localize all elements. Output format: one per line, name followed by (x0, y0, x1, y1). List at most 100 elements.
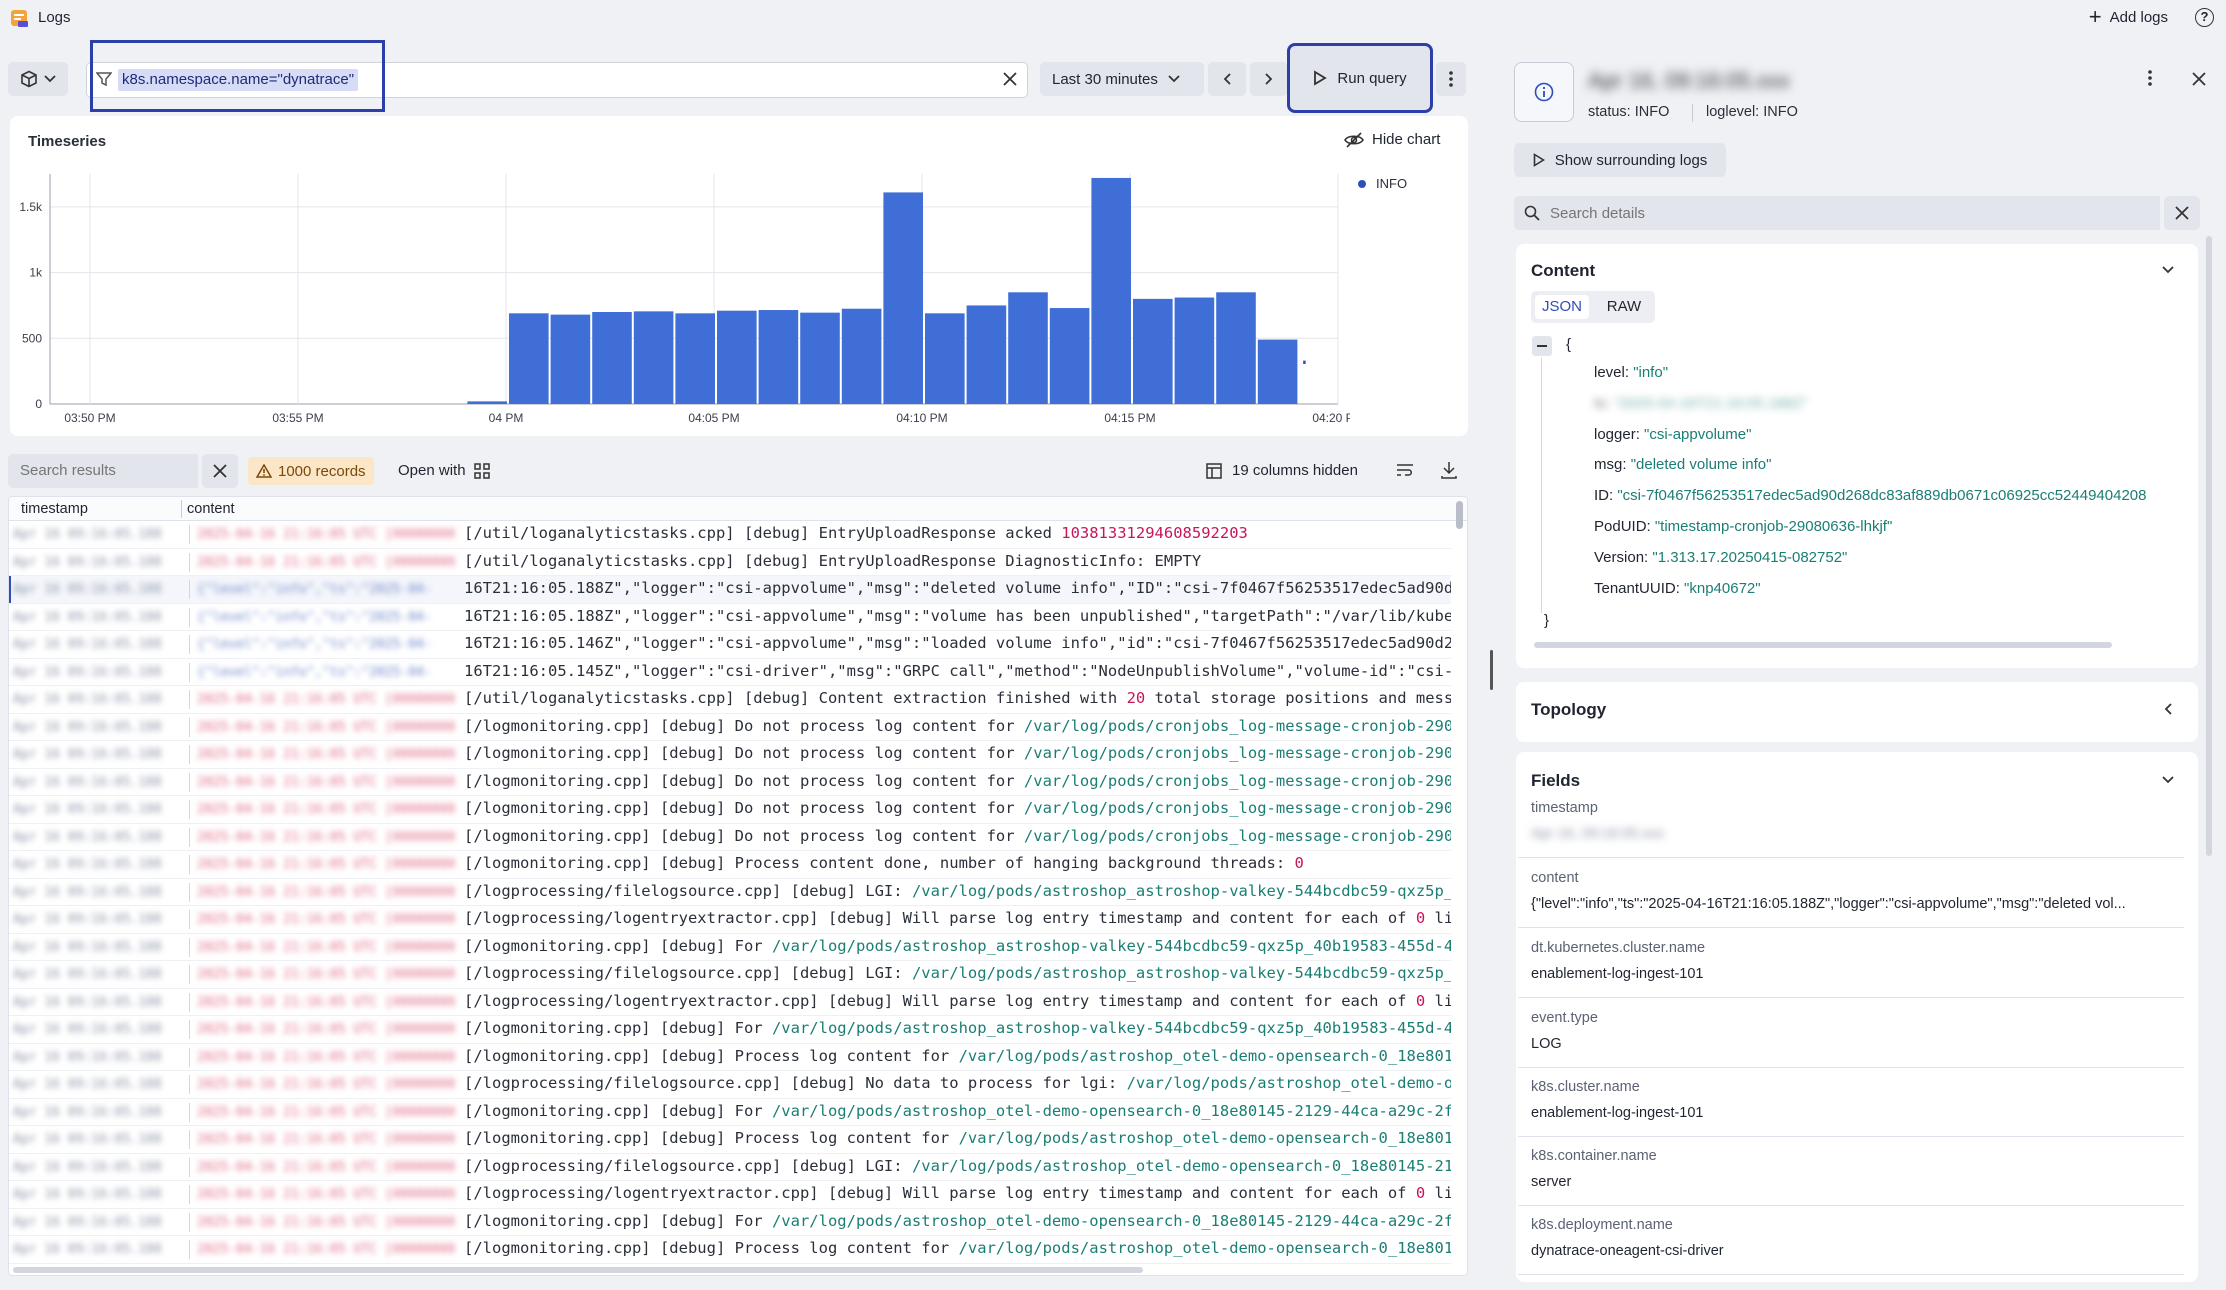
run-query-button[interactable]: Run query (1287, 43, 1433, 113)
show-surrounding-logs-button[interactable]: Show surrounding logs (1514, 143, 1726, 177)
open-with-button[interactable]: Open with (398, 462, 490, 479)
clear-search-button[interactable] (202, 454, 238, 488)
pane-resize-handle[interactable] (1490, 650, 1493, 690)
search-details-field[interactable] (1550, 198, 2110, 228)
json-horizontal-scrollbar[interactable] (1534, 642, 2112, 648)
search-details-input[interactable] (1514, 196, 2160, 230)
chevron-left-icon[interactable] (2164, 703, 2172, 715)
row-content-text: [/logmonitoring.cpp] [debug] Process con… (464, 854, 1295, 872)
column-header-timestamp[interactable]: timestamp (21, 501, 88, 517)
detail-scrollbar[interactable] (2206, 236, 2212, 856)
table-row[interactable]: Apr 16 09:16:05.188 2025-04-16 21:16:05 U… (9, 1071, 1451, 1099)
table-row[interactable]: Apr 16 09:16:05.188 2025-04-16 21:16:05 U… (9, 686, 1451, 714)
chart-bar[interactable] (841, 308, 882, 404)
table-row[interactable]: Apr 16 09:16:05.188 2025-04-16 21:16:05 U… (9, 1154, 1451, 1181)
json-value[interactable]: "info" (1633, 364, 1669, 381)
timeframe-selector[interactable]: Last 30 minutes (1040, 62, 1204, 96)
chart-bar[interactable] (883, 192, 923, 404)
detail-more-icon[interactable] (2148, 70, 2152, 86)
table-row[interactable]: Apr 16 09:16:05.188 {"level":"info","ts":… (9, 631, 1451, 659)
json-value[interactable]: "csi-appvolume" (1644, 425, 1752, 443)
table-row[interactable]: Apr 16 09:16:05.188 2025-04-16 21:16:05 U… (9, 1181, 1451, 1209)
table-row[interactable]: Apr 16 09:16:05.188 2025-04-16 21:16:05 U… (9, 989, 1451, 1016)
chart-bar[interactable] (1091, 177, 1131, 404)
clear-details-search-button[interactable] (2164, 196, 2200, 230)
row-content: [/logmonitoring.cpp] [debug] Do not proc… (464, 717, 1451, 735)
next-timeframe-button[interactable] (1250, 62, 1288, 96)
table-row[interactable]: Apr 16 09:16:05.188 2025-04-16 21:16:05 U… (9, 906, 1451, 934)
json-line: msg: "deleted volume info" (1594, 456, 1771, 473)
chart-bar[interactable] (966, 305, 1007, 404)
json-collapse-button[interactable] (1532, 336, 1552, 356)
close-detail-icon[interactable] (2192, 72, 2206, 86)
table-row[interactable]: Apr 16 09:16:05.188 2025-04-16 21:16:05 U… (9, 1099, 1451, 1126)
table-row[interactable]: Apr 16 09:16:05.188 2025-04-16 21:16:05 U… (9, 934, 1451, 961)
table-row[interactable]: Apr 16 09:16:05.188 {"level":"info","ts":… (9, 659, 1451, 686)
topology-title[interactable]: Topology (1531, 700, 1607, 719)
more-options-button[interactable] (1436, 62, 1466, 96)
chart-bar[interactable] (1257, 339, 1298, 404)
chart-bar[interactable] (633, 311, 674, 404)
chart-bar[interactable] (800, 312, 840, 404)
chart-bar[interactable] (675, 313, 715, 404)
column-header-content[interactable]: content (187, 501, 235, 517)
table-row[interactable]: Apr 16 09:16:05.188 {"level":"info","ts":… (9, 576, 1451, 604)
help-icon[interactable]: ? (2195, 8, 2214, 27)
vertical-scrollbar[interactable] (1456, 501, 1463, 529)
chart-bar[interactable] (592, 312, 632, 404)
table-row[interactable]: Apr 16 09:16:05.188 2025-04-16 21:16:05 U… (9, 714, 1451, 741)
chart-bar[interactable] (717, 310, 757, 404)
table-row[interactable]: Apr 16 09:16:05.188 {"level":"info","ts":… (9, 604, 1451, 631)
json-value[interactable]: "knp40672" (1684, 579, 1761, 597)
json-value[interactable]: "deleted volume info" (1630, 456, 1772, 474)
table-row[interactable]: Apr 16 09:16:05.188 2025-04-16 21:16:05 U… (9, 824, 1451, 851)
add-logs-button[interactable]: + Add logs (2089, 6, 2168, 28)
hide-chart-button[interactable]: Hide chart (1344, 131, 1440, 148)
search-results-field[interactable] (8, 454, 188, 486)
previous-timeframe-button[interactable] (1208, 62, 1246, 96)
json-value[interactable]: "csi-7f0467f56253517edec5ad90d268dc83af8… (1617, 487, 2147, 505)
json-value[interactable]: "timestamp-cronjob-29080636-lhkjf" (1654, 518, 1893, 535)
chevron-down-icon[interactable] (2162, 776, 2174, 784)
table-row[interactable]: Apr 16 09:16:05.188 2025-04-16 21:16:05 U… (9, 1236, 1451, 1264)
chart-bar[interactable] (1216, 292, 1256, 404)
search-results-input[interactable] (8, 454, 198, 488)
table-row[interactable]: Apr 16 09:16:05.188 2025-04-16 21:16:05 U… (9, 1044, 1451, 1071)
line-wrap-icon[interactable] (1396, 462, 1414, 478)
table-row[interactable]: Apr 16 09:16:05.188 2025-04-16 21:16:05 U… (9, 851, 1451, 879)
table-row[interactable]: Apr 16 09:16:05.188 2025-04-16 21:16:05 U… (9, 741, 1451, 769)
clear-query-icon[interactable] (1002, 71, 1018, 87)
table-row[interactable]: Apr 16 09:16:05.188 2025-04-16 21:16:05 U… (9, 1126, 1451, 1154)
hidden-columns-button[interactable]: 19 columns hidden (1206, 462, 1358, 479)
chart-bar[interactable] (467, 401, 507, 404)
table-row[interactable]: Apr 16 09:16:05.188 2025-04-16 21:16:05 U… (9, 549, 1451, 576)
tab-raw[interactable]: RAW (1606, 298, 1642, 315)
chart-bar[interactable] (1174, 297, 1215, 404)
table-row[interactable]: Apr 16 09:16:05.188 2025-04-16 21:16:05 U… (9, 961, 1451, 989)
table-row[interactable]: Apr 16 09:16:05.188 2025-04-16 21:16:05 U… (9, 1016, 1451, 1044)
chart-bar[interactable] (509, 313, 549, 404)
query-text[interactable]: k8s.namespace.name="dynatrace" (118, 69, 359, 91)
json-value[interactable]: "2025-04-16T21:16:05.188Z" (1614, 394, 1808, 412)
tab-json[interactable]: JSON (1535, 295, 1589, 319)
chart-bar[interactable] (1133, 298, 1173, 404)
json-line: PodUID: "timestamp-cronjob-29080636-lhkj… (1594, 518, 1892, 535)
chart-bar[interactable] (550, 314, 591, 404)
horizontal-scrollbar[interactable] (13, 1267, 1143, 1273)
json-value[interactable]: "1.313.17.20250415-082752" (1652, 548, 1848, 566)
data-source-picker[interactable] (8, 62, 68, 96)
chart-bar[interactable] (758, 310, 799, 404)
row-redacted-prefix: 2025-04-16 21:16:05 UTC [00000000] (197, 1159, 455, 1174)
chevron-down-icon[interactable] (2162, 266, 2174, 274)
table-row[interactable]: Apr 16 09:16:05.188 2025-04-16 21:16:05 U… (9, 769, 1451, 796)
table-row[interactable]: Apr 16 09:16:05.188 2025-04-16 21:16:05 U… (9, 879, 1451, 906)
table-row[interactable]: Apr 16 09:16:05.188 2025-04-16 21:16:05 U… (9, 796, 1451, 824)
chart-bar[interactable] (1008, 292, 1048, 404)
table-row[interactable]: Apr 16 09:16:05.188 2025-04-16 21:16:05 U… (9, 1209, 1451, 1236)
table-row[interactable]: Apr 16 09:16:05.188 2025-04-16 21:16:05 U… (9, 521, 1451, 549)
chart-bar[interactable] (925, 313, 965, 404)
chart-bar[interactable] (1049, 308, 1090, 404)
row-timestamp: Apr 16 09:16:05.188 (13, 554, 162, 569)
download-icon[interactable] (1441, 461, 1457, 479)
row-timestamp: Apr 16 09:16:05.188 (13, 967, 162, 981)
